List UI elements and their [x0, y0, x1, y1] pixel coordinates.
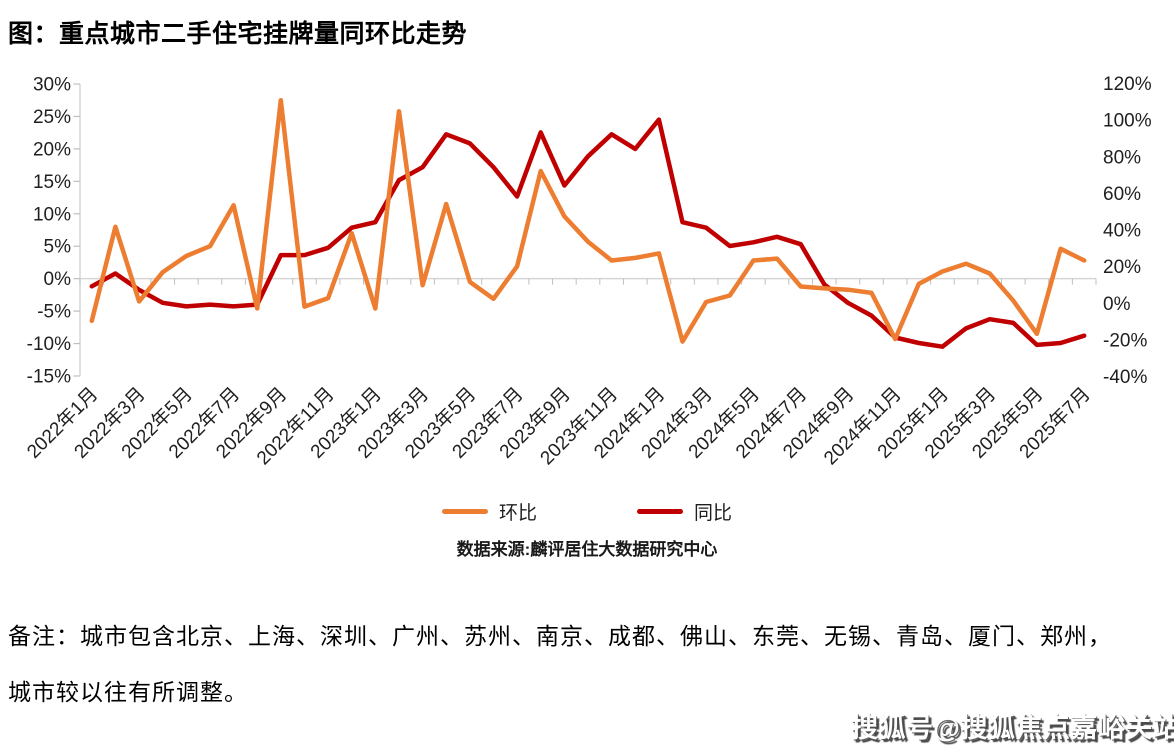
page: { "title": "图：重点城市二手住宅挂牌量同环比走势", "source… [0, 14, 1174, 743]
x-axis-labels: 2022年1月2022年3月2022年5月2022年7月2022年9月2022年… [23, 383, 1095, 469]
right-axis-tick-label: 80% [1103, 147, 1141, 168]
chart-title: 图：重点城市二手住宅挂牌量同环比走势 [8, 20, 468, 48]
right-axis-tick-label: 40% [1103, 221, 1141, 242]
legend-label-同比: 同比 [694, 503, 733, 524]
left-axis-tick-label: 10% [33, 204, 71, 225]
zero-gridline [79, 277, 1097, 285]
right-axis-tick-label: 120% [1103, 74, 1152, 95]
line-chart: 30% 25% 20% 15% 10% 5% 0% -5% -10% -15% 120% 100% 80… [23, 74, 1152, 469]
article-figure: 图：重点城市二手住宅挂牌量同环比走势 30% 25% 20% 15% 10% 5% 0% -5… [0, 14, 1174, 743]
right-axis-tick-label: -40% [1103, 367, 1147, 388]
right-axis-tick-label: 20% [1103, 257, 1141, 278]
footnote: 备注：城市包含北京、上海、深圳、广州、苏州、南京、成都、佛山、东莞、无锡、青岛、… [8, 624, 1174, 707]
data-source-note: 数据来源:麟评居住大数据研究中心 [456, 540, 718, 559]
left-axis-tick-label: 20% [33, 139, 71, 160]
legend-swatch-同比 [637, 509, 683, 514]
legend-label-环比: 环比 [498, 503, 537, 524]
left-axis-tick-label: 15% [33, 172, 71, 193]
left-axis-tick-label: -10% [27, 334, 71, 355]
left-axis-tick-label: -5% [37, 302, 71, 323]
right-axis-tick-label: -20% [1103, 330, 1147, 351]
watermark-sohu: 搜狐号@搜狐焦点嘉峪关站 [851, 713, 1174, 743]
right-axis-tick-label: 60% [1103, 184, 1141, 205]
left-axis: 30% 25% 20% 15% 10% 5% 0% -5% -10% -15% [27, 75, 81, 388]
chart-legend: 环比 同比 [0, 498, 1174, 525]
series-line-环比 [89, 97, 1087, 344]
left-axis-tick-label: 30% [33, 75, 71, 96]
left-axis-tick-label: -15% [27, 367, 71, 388]
left-axis-tick-label: 5% [44, 237, 72, 258]
legend-item-同比: 同比 [637, 498, 732, 525]
right-axis: 120% 100% 80% 60% 40% 20% 0% -20% -40% [1103, 74, 1152, 388]
footnote-line-1: 备注：城市包含北京、上海、深圳、广州、苏州、南京、成都、佛山、东莞、无锡、青岛、… [8, 624, 1112, 650]
legend-swatch-环比 [441, 509, 488, 514]
footnote-line-2: 城市较以往有所调整。 [8, 679, 248, 706]
right-axis-tick-label: 100% [1103, 111, 1152, 132]
left-axis-tick-label: 25% [33, 107, 71, 128]
left-axis-tick-label: 0% [44, 269, 72, 290]
legend-item-环比: 环比 [441, 498, 537, 525]
right-axis-tick-label: 0% [1103, 294, 1131, 315]
